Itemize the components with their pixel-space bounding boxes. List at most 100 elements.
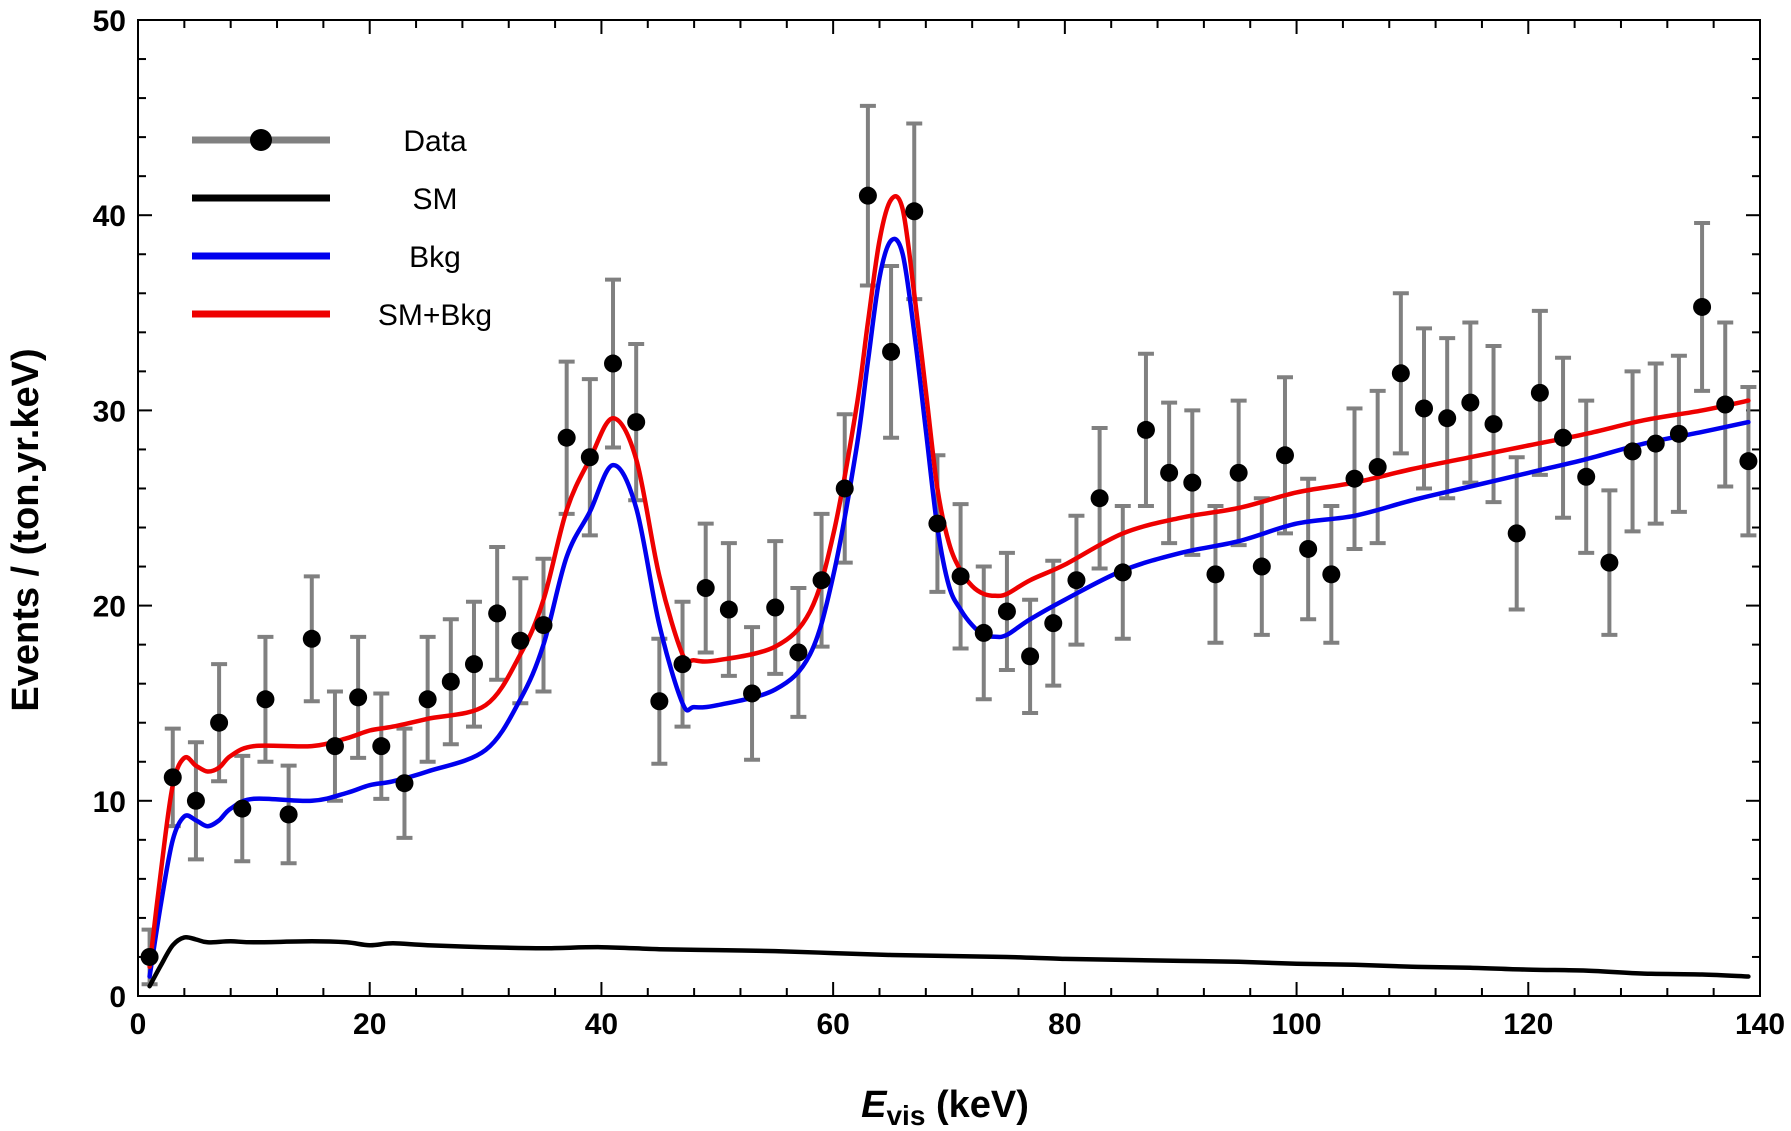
data-point (464, 655, 483, 674)
data-point (1206, 565, 1225, 584)
data-point (928, 514, 947, 533)
series-line-sm (147, 934, 1751, 989)
data-point (557, 428, 576, 447)
data-point (1646, 434, 1665, 453)
legend-entry-data: Data (192, 125, 467, 158)
plot-frame (137, 19, 1761, 997)
data-point (1183, 473, 1202, 492)
data-point (882, 342, 901, 361)
data-point (1113, 563, 1132, 582)
legend-entry-sm-bkg: SM+Bkg (192, 299, 492, 332)
data-point (1136, 420, 1155, 439)
data-point (1577, 467, 1596, 486)
data-point (604, 354, 623, 373)
data-point (696, 579, 715, 598)
data-point (534, 616, 553, 635)
data-point (325, 737, 344, 756)
error-bars (141, 103, 1757, 987)
data-point (580, 448, 599, 467)
data-point (418, 690, 437, 709)
data-point (1507, 524, 1526, 543)
x-axis-label-unit: (keV) (925, 1084, 1028, 1126)
y-tick-label: 50 (93, 5, 126, 38)
x-tick-label: 40 (585, 1008, 618, 1041)
data-point (1554, 428, 1573, 447)
legend-label-bkg: Bkg (409, 241, 461, 274)
legend-label-sm-bkg: SM+Bkg (378, 299, 492, 332)
legend-entry-sm: SM (192, 183, 458, 216)
data-point (1739, 452, 1758, 471)
data-point (140, 947, 159, 966)
data-point (789, 643, 808, 662)
data-point (650, 692, 669, 711)
data-point (673, 655, 692, 674)
x-tick-label: 140 (1735, 1008, 1785, 1041)
data-point (210, 713, 229, 732)
data-point (256, 690, 275, 709)
data-point (372, 737, 391, 756)
data-point (766, 598, 785, 617)
data-point (1484, 415, 1503, 434)
series-lines (147, 194, 1751, 989)
data-point (1322, 565, 1341, 584)
data-point (511, 631, 530, 650)
data-point (1368, 458, 1387, 477)
y-tick-label: 30 (93, 395, 126, 428)
x-tick-label: 120 (1503, 1008, 1553, 1041)
series-line-sm-bkg (147, 194, 1751, 969)
x-tick-label: 20 (353, 1008, 386, 1041)
legend-entry-bkg: Bkg (192, 241, 461, 274)
y-axis-label: Events / (ton.yr.keV) (5, 348, 47, 711)
data-point (812, 571, 831, 590)
data-point (1623, 442, 1642, 461)
x-axis-label-main: E (861, 1084, 888, 1126)
data-point (1716, 395, 1735, 414)
data-point (1275, 446, 1294, 465)
ticks: 0 20 40 60 80 100 120 140 0 10 20 30 40 50 (93, 5, 1785, 1041)
x-axis-label-sub: vis (886, 1100, 925, 1131)
legend-label-data: Data (403, 125, 467, 158)
legend-label-sm: SM (413, 183, 458, 216)
data-point (186, 791, 205, 810)
x-tick-label: 60 (816, 1008, 849, 1041)
data-point (974, 623, 993, 642)
data-point (1438, 409, 1457, 428)
x-tick-label: 0 (130, 1008, 147, 1041)
series-line-bkg (147, 236, 1751, 979)
data-point (395, 774, 414, 793)
data-point (858, 186, 877, 205)
data-point (302, 629, 321, 648)
data-point (1461, 393, 1480, 412)
data-point (279, 805, 298, 824)
data-point (951, 567, 970, 586)
data-points (140, 186, 1758, 966)
data-point (1391, 364, 1410, 383)
data-point (349, 688, 368, 707)
data-point (743, 684, 762, 703)
legend-marker-data (250, 129, 272, 151)
data-point (1299, 539, 1318, 558)
data-point (1600, 553, 1619, 572)
data-point (1090, 489, 1109, 508)
x-axis-label: Evis (keV) (861, 1084, 1029, 1131)
y-tick-label: 20 (93, 591, 126, 624)
legend: Data SM Bkg SM+Bkg (192, 125, 492, 332)
data-point (719, 600, 738, 619)
data-point (1252, 557, 1271, 576)
data-point (1345, 469, 1364, 488)
data-point (1693, 297, 1712, 316)
data-point (905, 202, 924, 221)
data-point (1021, 647, 1040, 666)
data-point (233, 799, 252, 818)
data-point (1229, 463, 1248, 482)
data-point (997, 602, 1016, 621)
data-point (488, 604, 507, 623)
x-tick-label: 100 (1272, 1008, 1322, 1041)
y-tick-label: 40 (93, 200, 126, 233)
y-tick-label: 10 (93, 786, 126, 819)
data-point (1530, 383, 1549, 402)
data-point (1160, 463, 1179, 482)
data-point (627, 413, 646, 432)
data-point (1415, 399, 1434, 418)
